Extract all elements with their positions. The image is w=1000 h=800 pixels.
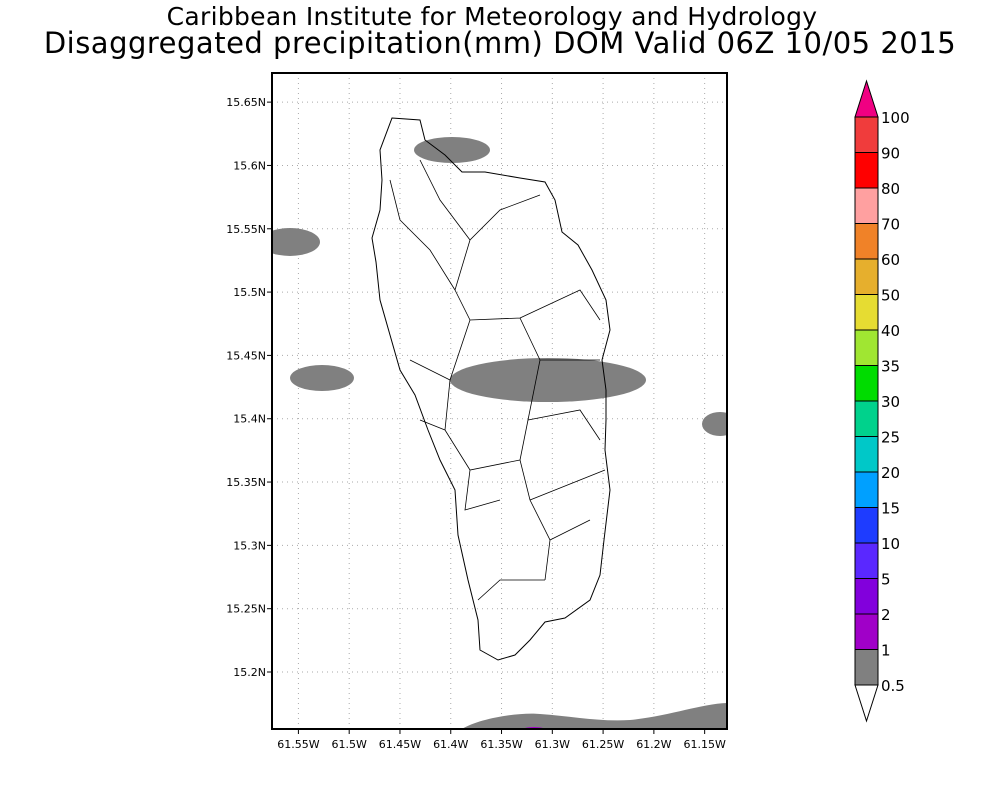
- lon-tick-label: 61.25W: [582, 738, 624, 751]
- colorbar-swatch: [854, 223, 879, 260]
- colorbar-label: 30: [881, 393, 900, 411]
- colorbar-swatch: [854, 400, 879, 437]
- colorbar-label: 1: [881, 642, 891, 660]
- colorbar-swatch: [854, 294, 879, 331]
- colorbar-swatch: [854, 649, 879, 686]
- colorbar-swatch: [854, 471, 879, 508]
- precip-area: [272, 228, 320, 256]
- colorbar-label: 50: [881, 287, 900, 305]
- map-frame: [271, 72, 728, 730]
- lat-tick-label: 15.25N: [226, 603, 266, 616]
- colorbar-label: 15: [881, 500, 900, 518]
- lat-tick-label: 15.2N: [233, 666, 266, 679]
- colorbar-swatch: [854, 613, 879, 650]
- lon-tick-label: 61.55W: [277, 738, 319, 751]
- colorbar-label: 25: [881, 429, 900, 447]
- latitude-axis: 15.65N 15.6N 15.55N 15.5N 15.45N 15.4N 15.35N 1…: [226, 96, 272, 679]
- colorbar-label: 40: [881, 322, 900, 340]
- colorbar-label: 10: [881, 535, 900, 553]
- map-gridlines: [272, 73, 727, 729]
- lon-tick-label: 61.35W: [480, 738, 522, 751]
- colorbar-label: 0.5: [881, 677, 905, 695]
- colorbar-legend: 100 90 80 70 60 50 40 35 30 25 20 15 10 5 2 1 0.5: [854, 79, 910, 723]
- lat-tick-label: 15.65N: [226, 96, 266, 109]
- precip-area: [702, 412, 727, 436]
- precip-area: [462, 703, 727, 729]
- colorbar-label: 80: [881, 180, 900, 198]
- lat-tick-label: 15.6N: [233, 159, 266, 172]
- lat-tick-label: 15.55N: [226, 223, 266, 236]
- colorbar-swatch: [854, 365, 879, 402]
- colorbar-swatch: [854, 116, 879, 153]
- colorbar-label: 35: [881, 358, 900, 376]
- colorbar-swatch: [854, 152, 879, 189]
- colorbar-swatch: [854, 329, 879, 366]
- lon-tick-label: 61.15W: [683, 738, 725, 751]
- lat-tick-label: 15.45N: [226, 349, 266, 362]
- lon-tick-label: 61.4W: [433, 738, 468, 751]
- lon-tick-label: 61.3W: [535, 738, 570, 751]
- colorbar-top-arrow: [854, 79, 879, 118]
- precip-area: [414, 137, 490, 163]
- lat-tick-label: 15.35N: [226, 476, 266, 489]
- colorbar-swatch: [854, 187, 879, 224]
- precip-area: [450, 358, 646, 402]
- colorbar-label: 100: [881, 109, 910, 127]
- lat-tick-label: 15.3N: [233, 539, 266, 552]
- precip-shading: [272, 137, 727, 729]
- colorbar-label: 2: [881, 606, 891, 624]
- colorbar-label: 90: [881, 145, 900, 163]
- lon-tick-label: 61.2W: [636, 738, 671, 751]
- lat-tick-label: 15.4N: [233, 413, 266, 426]
- colorbar-swatch: [854, 436, 879, 473]
- colorbar-swatch: [854, 542, 879, 579]
- colorbar-swatch: [854, 507, 879, 544]
- colorbar-label: 70: [881, 216, 900, 234]
- colorbar-label: 5: [881, 571, 891, 589]
- colorbar-bottom-arrow: [854, 684, 879, 723]
- colorbar-swatch: [854, 578, 879, 615]
- lat-tick-label: 15.5N: [233, 286, 266, 299]
- longitude-axis: 61.55W 61.5W 61.45W 61.4W 61.35W 61.3W 61.25W 6…: [277, 729, 726, 751]
- lon-tick-label: 61.5W: [332, 738, 367, 751]
- figure-title: Caribbean Institute for Meteorology and …: [166, 2, 818, 31]
- colorbar-swatch: [854, 258, 879, 295]
- figure-subtitle: Disaggregated precipitation(mm) DOM Vali…: [43, 26, 957, 60]
- precip-area: [290, 365, 354, 391]
- island-outline: [371, 117, 611, 661]
- lon-tick-label: 61.45W: [379, 738, 421, 751]
- colorbar-label: 60: [881, 251, 900, 269]
- colorbar-label: 20: [881, 464, 900, 482]
